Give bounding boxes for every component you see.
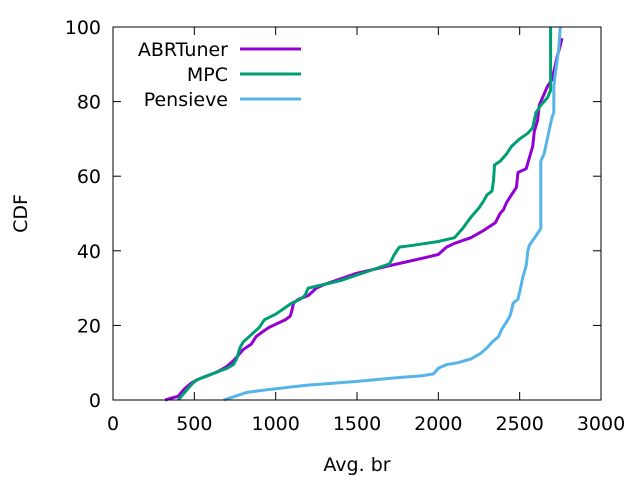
x-tick-label: 500 — [176, 413, 212, 435]
y-tick-label: 100 — [65, 17, 101, 39]
x-tick-label: 2500 — [495, 413, 543, 435]
series-lines — [164, 26, 564, 402]
x-tick-label: 2000 — [414, 413, 462, 435]
series-line-mpc — [176, 27, 553, 401]
y-tick-label: 0 — [89, 390, 101, 412]
x-axis-title: Avg. br — [323, 454, 390, 476]
legend-label-mpc: MPC — [187, 64, 228, 86]
y-tick-label: 20 — [77, 315, 101, 337]
plot-frame — [112, 26, 602, 401]
legend: ABRTuner MPC Pensieve — [138, 39, 301, 111]
y-tick-label: 80 — [77, 92, 101, 114]
series-line-pensieve — [223, 26, 562, 402]
y-axis-title: CDF — [10, 194, 32, 233]
x-tick-labels: 0 500 1000 1500 2000 2500 3000 — [107, 413, 625, 435]
x-tick-label: 3000 — [577, 413, 625, 435]
y-tick-label: 60 — [77, 166, 101, 188]
x-tick-label: 1500 — [333, 413, 381, 435]
y-tick-label: 40 — [77, 241, 101, 263]
x-tick-label: 0 — [107, 413, 119, 435]
legend-label-abrtuner: ABRTuner — [138, 39, 228, 61]
legend-label-pensieve: Pensieve — [144, 89, 228, 111]
x-tick-label: 1000 — [251, 413, 299, 435]
y-tick-labels: 0 20 40 60 80 100 — [65, 17, 101, 412]
